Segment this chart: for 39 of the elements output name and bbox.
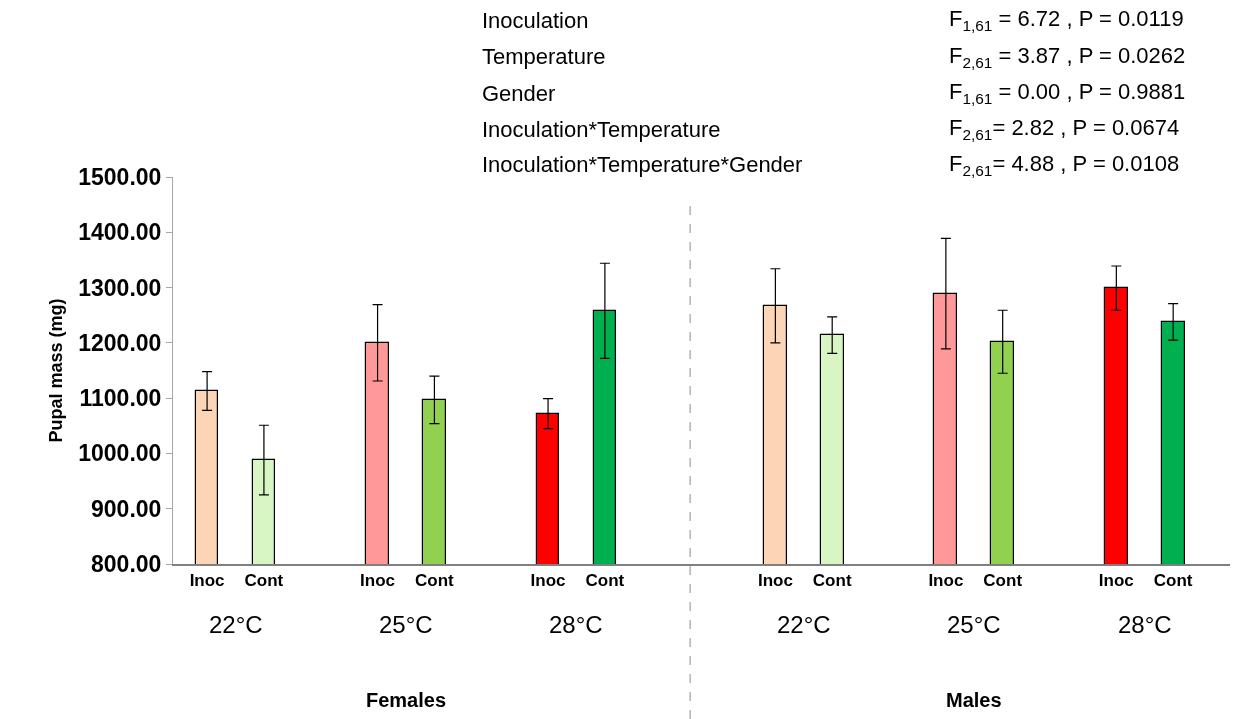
- text: 25°C: [947, 611, 1001, 638]
- text: Temperature: [482, 44, 606, 69]
- y-tick-label: 1100.00: [79, 385, 162, 412]
- x-tick-label: Cont: [1153, 571, 1193, 591]
- x-tick-label: Inoc: [757, 571, 793, 591]
- text: 25°C: [379, 611, 433, 638]
- text: F$_{1,61}$ = 6.72 , P = 0.0119: [949, 6, 1184, 34]
- x-tick-label: Cont: [585, 571, 625, 591]
- x-tick-label: Cont: [983, 571, 1023, 591]
- x-tick-label: Cont: [812, 571, 852, 591]
- text: Inoculation*Temperature: [482, 117, 721, 142]
- text: Inoculation: [482, 8, 589, 33]
- x-tick-label: Inoc: [360, 571, 396, 591]
- text: F$_{2,61}$= 2.82 , P = 0.0674: [949, 115, 1180, 143]
- y-tick-label: 1400.00: [78, 219, 162, 246]
- y-axis-title: Pupal mass (mg): [46, 298, 67, 443]
- text: 28°C: [549, 611, 603, 638]
- text: F$_{2,61}$ = 3.87 , P = 0.0262: [949, 43, 1186, 71]
- text: 22°C: [209, 611, 263, 638]
- text: Inoculation*Temperature*Gender: [482, 152, 803, 177]
- y-tick-label: 1300.00: [78, 274, 162, 301]
- x-tick-label: Cont: [415, 571, 455, 591]
- text: Males: [946, 689, 1002, 711]
- y-tick-label: 800.00: [91, 551, 162, 578]
- x-tick-label: Cont: [244, 571, 284, 591]
- x-tick-label: Inoc: [928, 571, 964, 591]
- text: F$_{1,61}$ = 0.00 , P = 0.9881: [949, 79, 1186, 107]
- y-tick-label: 900.00: [91, 495, 162, 522]
- annotation: F$_{2,61}$= 4.88 , P = 0.0108: [949, 151, 1180, 179]
- text: Gender: [482, 81, 556, 106]
- y-tick-label: 1000.00: [78, 440, 162, 467]
- text: 28°C: [1118, 611, 1172, 638]
- text: 22°C: [777, 611, 831, 638]
- x-tick-label: Inoc: [1098, 571, 1134, 591]
- y-tick-label: 1200.00: [78, 329, 162, 356]
- text: Females: [366, 689, 447, 711]
- y-tick-label: 1500.00: [78, 164, 162, 191]
- x-tick-label: Inoc: [189, 571, 225, 591]
- x-tick-label: Inoc: [530, 571, 566, 591]
